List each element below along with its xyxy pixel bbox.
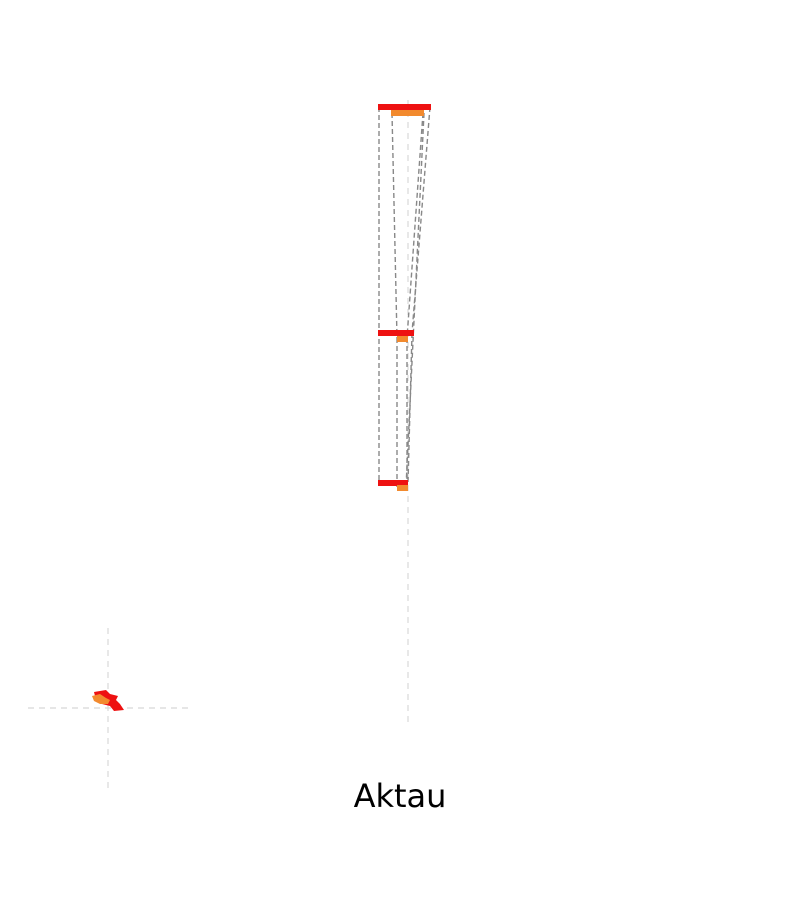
- orange-bar: [397, 336, 408, 342]
- red-bar: [378, 480, 408, 486]
- connector-line: [391, 112, 398, 339]
- connector-lines: [378, 106, 431, 488]
- red-bar: [378, 330, 414, 336]
- connector-line: [411, 106, 431, 334]
- orange-bar: [391, 110, 424, 116]
- connector-line: [407, 332, 413, 484]
- red-bar: [378, 104, 431, 110]
- red-bars: [378, 104, 431, 486]
- orange-bars: [391, 110, 424, 491]
- axis-lines: [28, 100, 409, 788]
- connector-line: [406, 112, 424, 339]
- region-shape-icon: [92, 690, 124, 711]
- connector-line: [405, 112, 425, 488]
- place-name-label: Aktau: [353, 777, 447, 815]
- orange-bar: [397, 485, 408, 491]
- region-shape-orange: [92, 694, 110, 704]
